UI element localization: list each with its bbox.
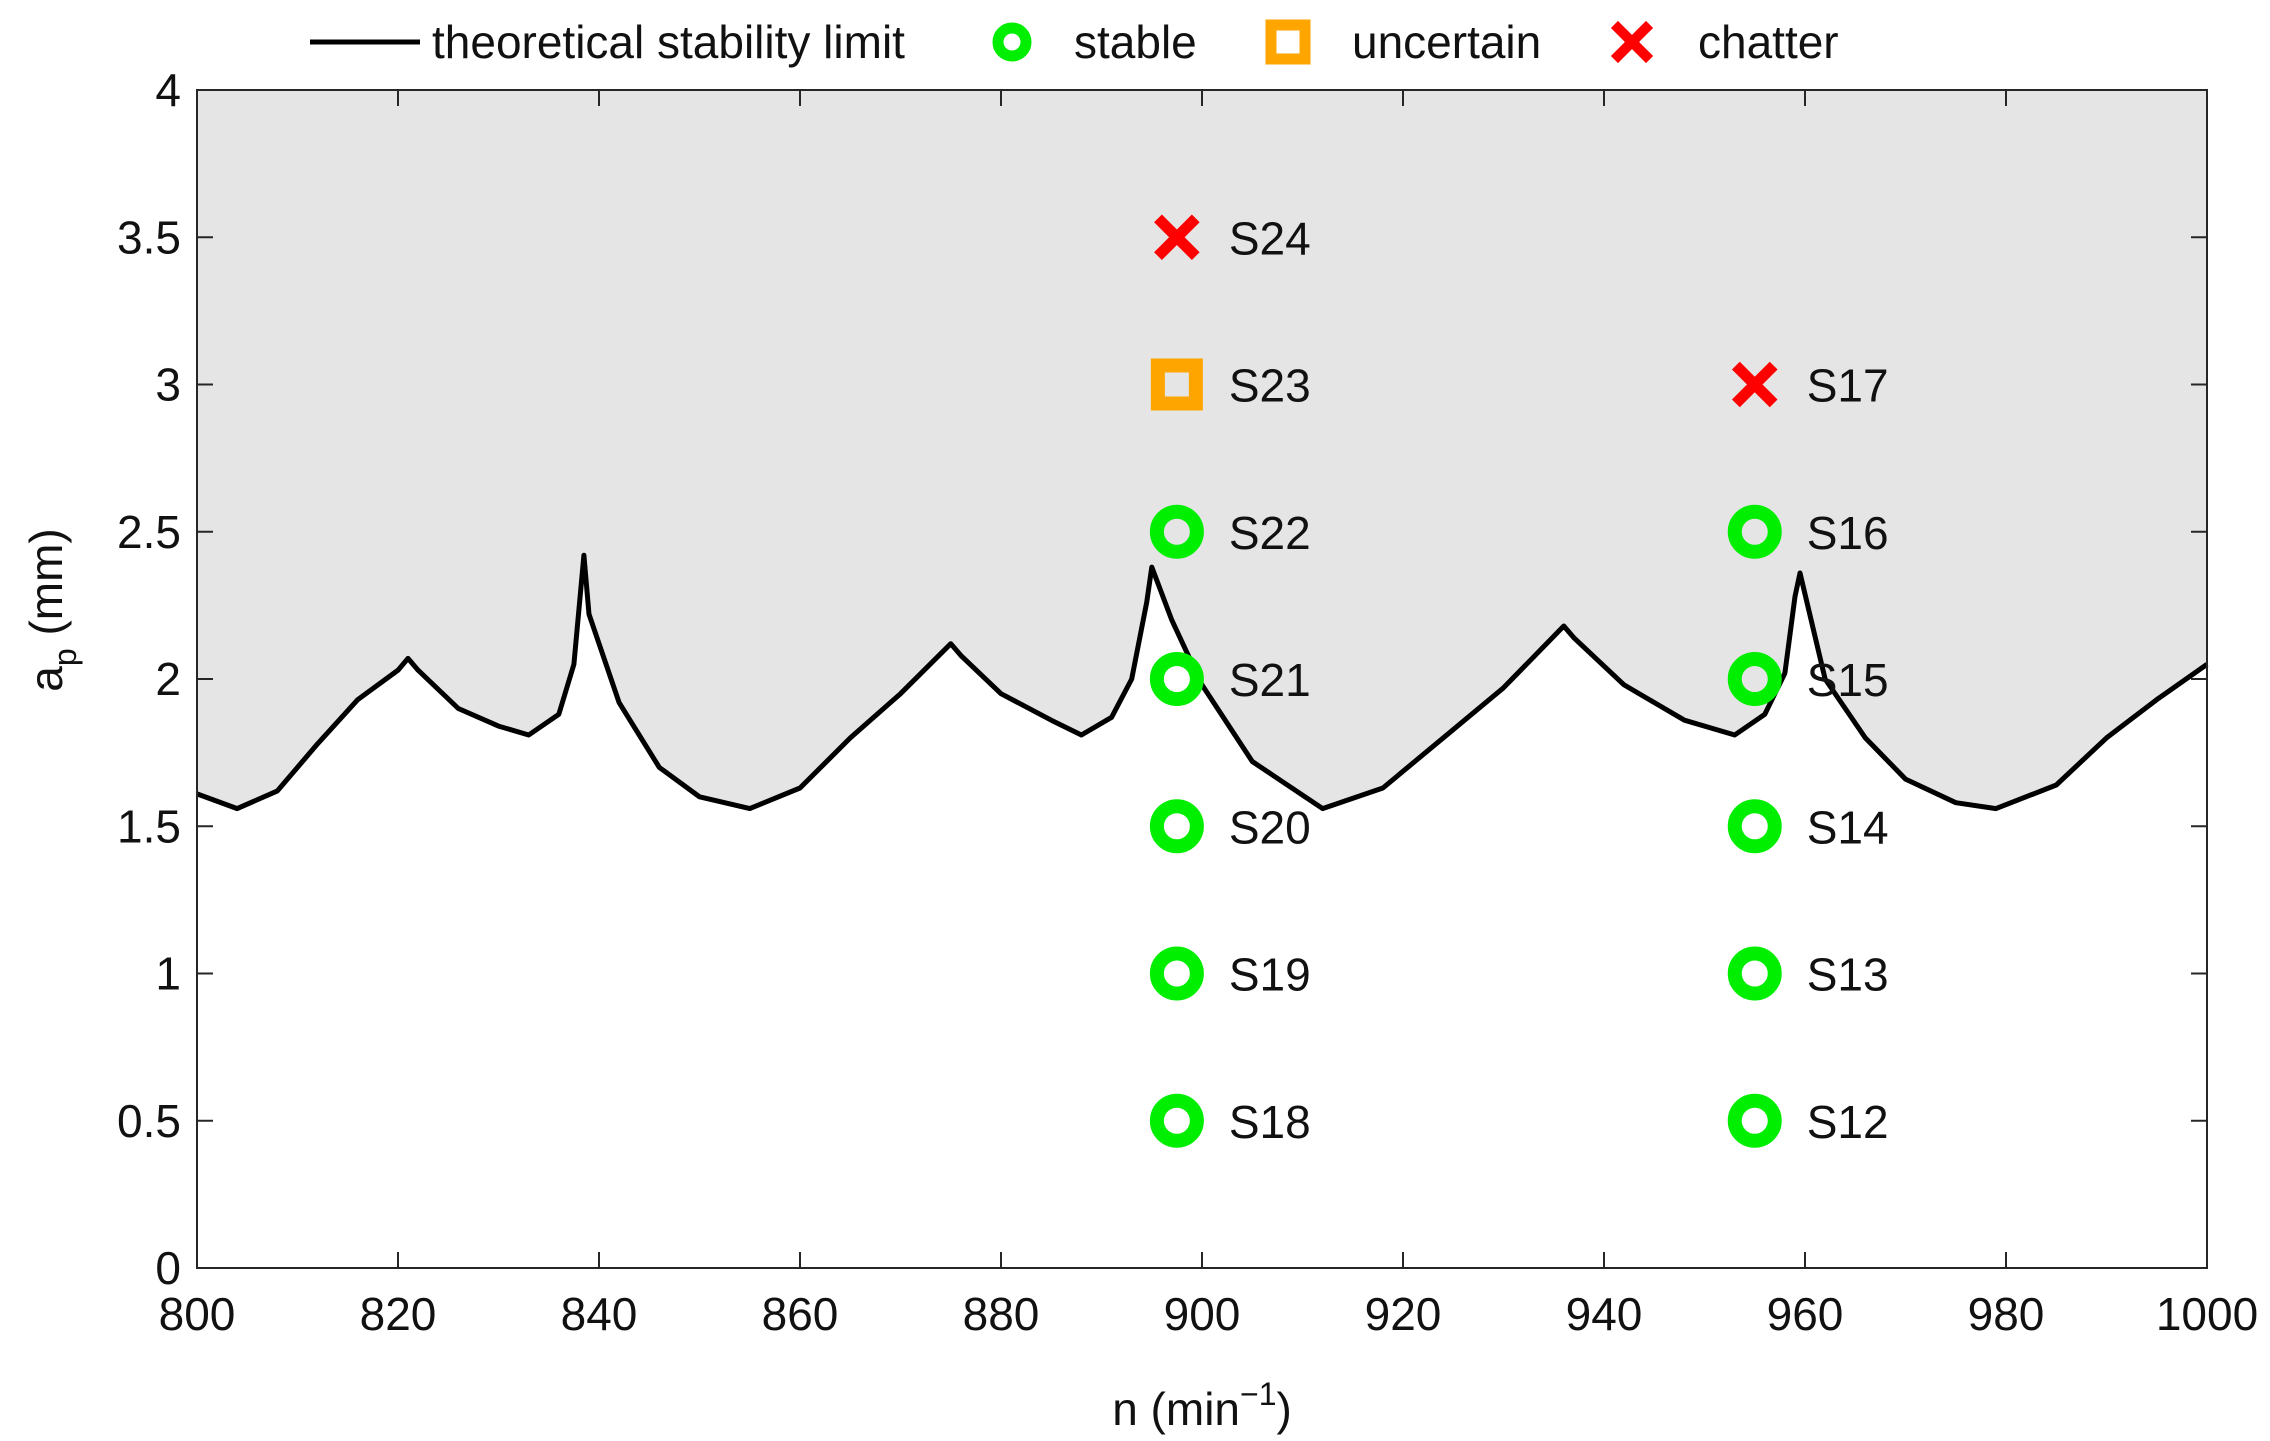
legend: theoretical stability limit stable uncer… [310, 16, 1839, 68]
legend-uncertain-marker [1265, 19, 1311, 65]
axis-ticks: 800 820 840 860 880 900 920 940 960 980 1000 0 0.5 1 1… [117, 64, 2258, 1340]
legend-limit-label: theoretical stability limit [432, 16, 905, 68]
point-label: S22 [1229, 507, 1311, 559]
y-tick-label: 3 [155, 359, 181, 411]
x-tick-label: 940 [1566, 1288, 1643, 1340]
legend-stable-marker [992, 22, 1032, 62]
legend-chatter-label: chatter [1698, 16, 1839, 68]
x-tick-label: 980 [1968, 1288, 2045, 1340]
y-tick-label: 1.5 [117, 800, 181, 852]
stable-marker [1727, 652, 1782, 706]
point-label: S16 [1807, 507, 1889, 559]
y-axis-label-tail: (mm) [20, 528, 72, 648]
stable-marker [1149, 504, 1204, 559]
stable-marker [1727, 504, 1782, 559]
stable-marker [1149, 652, 1204, 706]
x-tick-label: 860 [762, 1288, 839, 1340]
uncertain-marker [1150, 358, 1203, 411]
point-label: S23 [1229, 360, 1311, 412]
y-tick-label: 2 [155, 653, 181, 705]
x-axis-label-sup: −1 [1240, 1376, 1276, 1412]
x-tick-label: 960 [1767, 1288, 1844, 1340]
stable-marker [1727, 799, 1782, 854]
chatter-marker [1154, 214, 1200, 261]
point-label: S13 [1807, 949, 1889, 1001]
point-label: S20 [1229, 801, 1311, 853]
y-axis-label: ap (mm) [20, 528, 83, 691]
y-tick-label: 3.5 [117, 211, 181, 263]
stable-marker [1149, 946, 1204, 1001]
x-tick-label: 800 [159, 1288, 236, 1340]
x-axis-label-tail: ) [1276, 1383, 1291, 1435]
x-tick-label: 840 [561, 1288, 638, 1340]
point-label: S18 [1229, 1096, 1311, 1148]
plot-area: S12S13S14S15S16S17S18S19S20S21S22S23S24 … [117, 64, 2258, 1340]
stable-marker [1149, 1093, 1204, 1148]
y-axis-label-main: a [20, 666, 72, 692]
point-label: S15 [1807, 654, 1889, 706]
x-tick-label: 880 [963, 1288, 1040, 1340]
x-axis-label: n (min−1) [1112, 1376, 1292, 1435]
y-tick-label: 0.5 [117, 1095, 181, 1147]
stability-limit-line [196, 552, 2209, 812]
x-tick-label: 900 [1164, 1288, 1241, 1340]
legend-chatter-marker [1610, 20, 1654, 64]
x-tick-label: 920 [1365, 1288, 1442, 1340]
x-axis-label-main: n (min [1112, 1383, 1240, 1435]
point-label: S19 [1229, 949, 1311, 1001]
legend-chatter-stroke-b [1610, 20, 1654, 64]
y-tick-label: 2.5 [117, 506, 181, 558]
point-label: S24 [1229, 212, 1311, 264]
stable-marker [1149, 799, 1204, 854]
unstable-region [197, 90, 2207, 809]
chatter-stroke [1731, 361, 1778, 408]
y-tick-label: 1 [155, 948, 181, 1000]
legend-uncertain-label: uncertain [1352, 16, 1541, 68]
legend-stable-label: stable [1074, 16, 1197, 68]
point-label: S21 [1229, 654, 1311, 706]
stable-marker [1727, 1093, 1782, 1148]
chatter-stroke [1154, 214, 1200, 261]
chatter-marker [1731, 361, 1778, 408]
y-tick-label: 4 [155, 64, 181, 116]
point-label: S17 [1807, 360, 1889, 412]
x-tick-label: 820 [360, 1288, 437, 1340]
x-tick-label: 1000 [2156, 1288, 2258, 1340]
data-points: S12 S13 S14 S15 S16 S17 S18 S19 S20 S21 S22 S23 S24 [1149, 212, 1889, 1148]
point-label: S12 [1807, 1096, 1889, 1148]
legend-uncertain-square [1265, 19, 1311, 65]
y-axis-label-sub: p [47, 648, 83, 666]
stable-marker [1727, 946, 1782, 1001]
y-tick-label: 0 [155, 1242, 181, 1294]
point-label: S14 [1807, 801, 1889, 853]
